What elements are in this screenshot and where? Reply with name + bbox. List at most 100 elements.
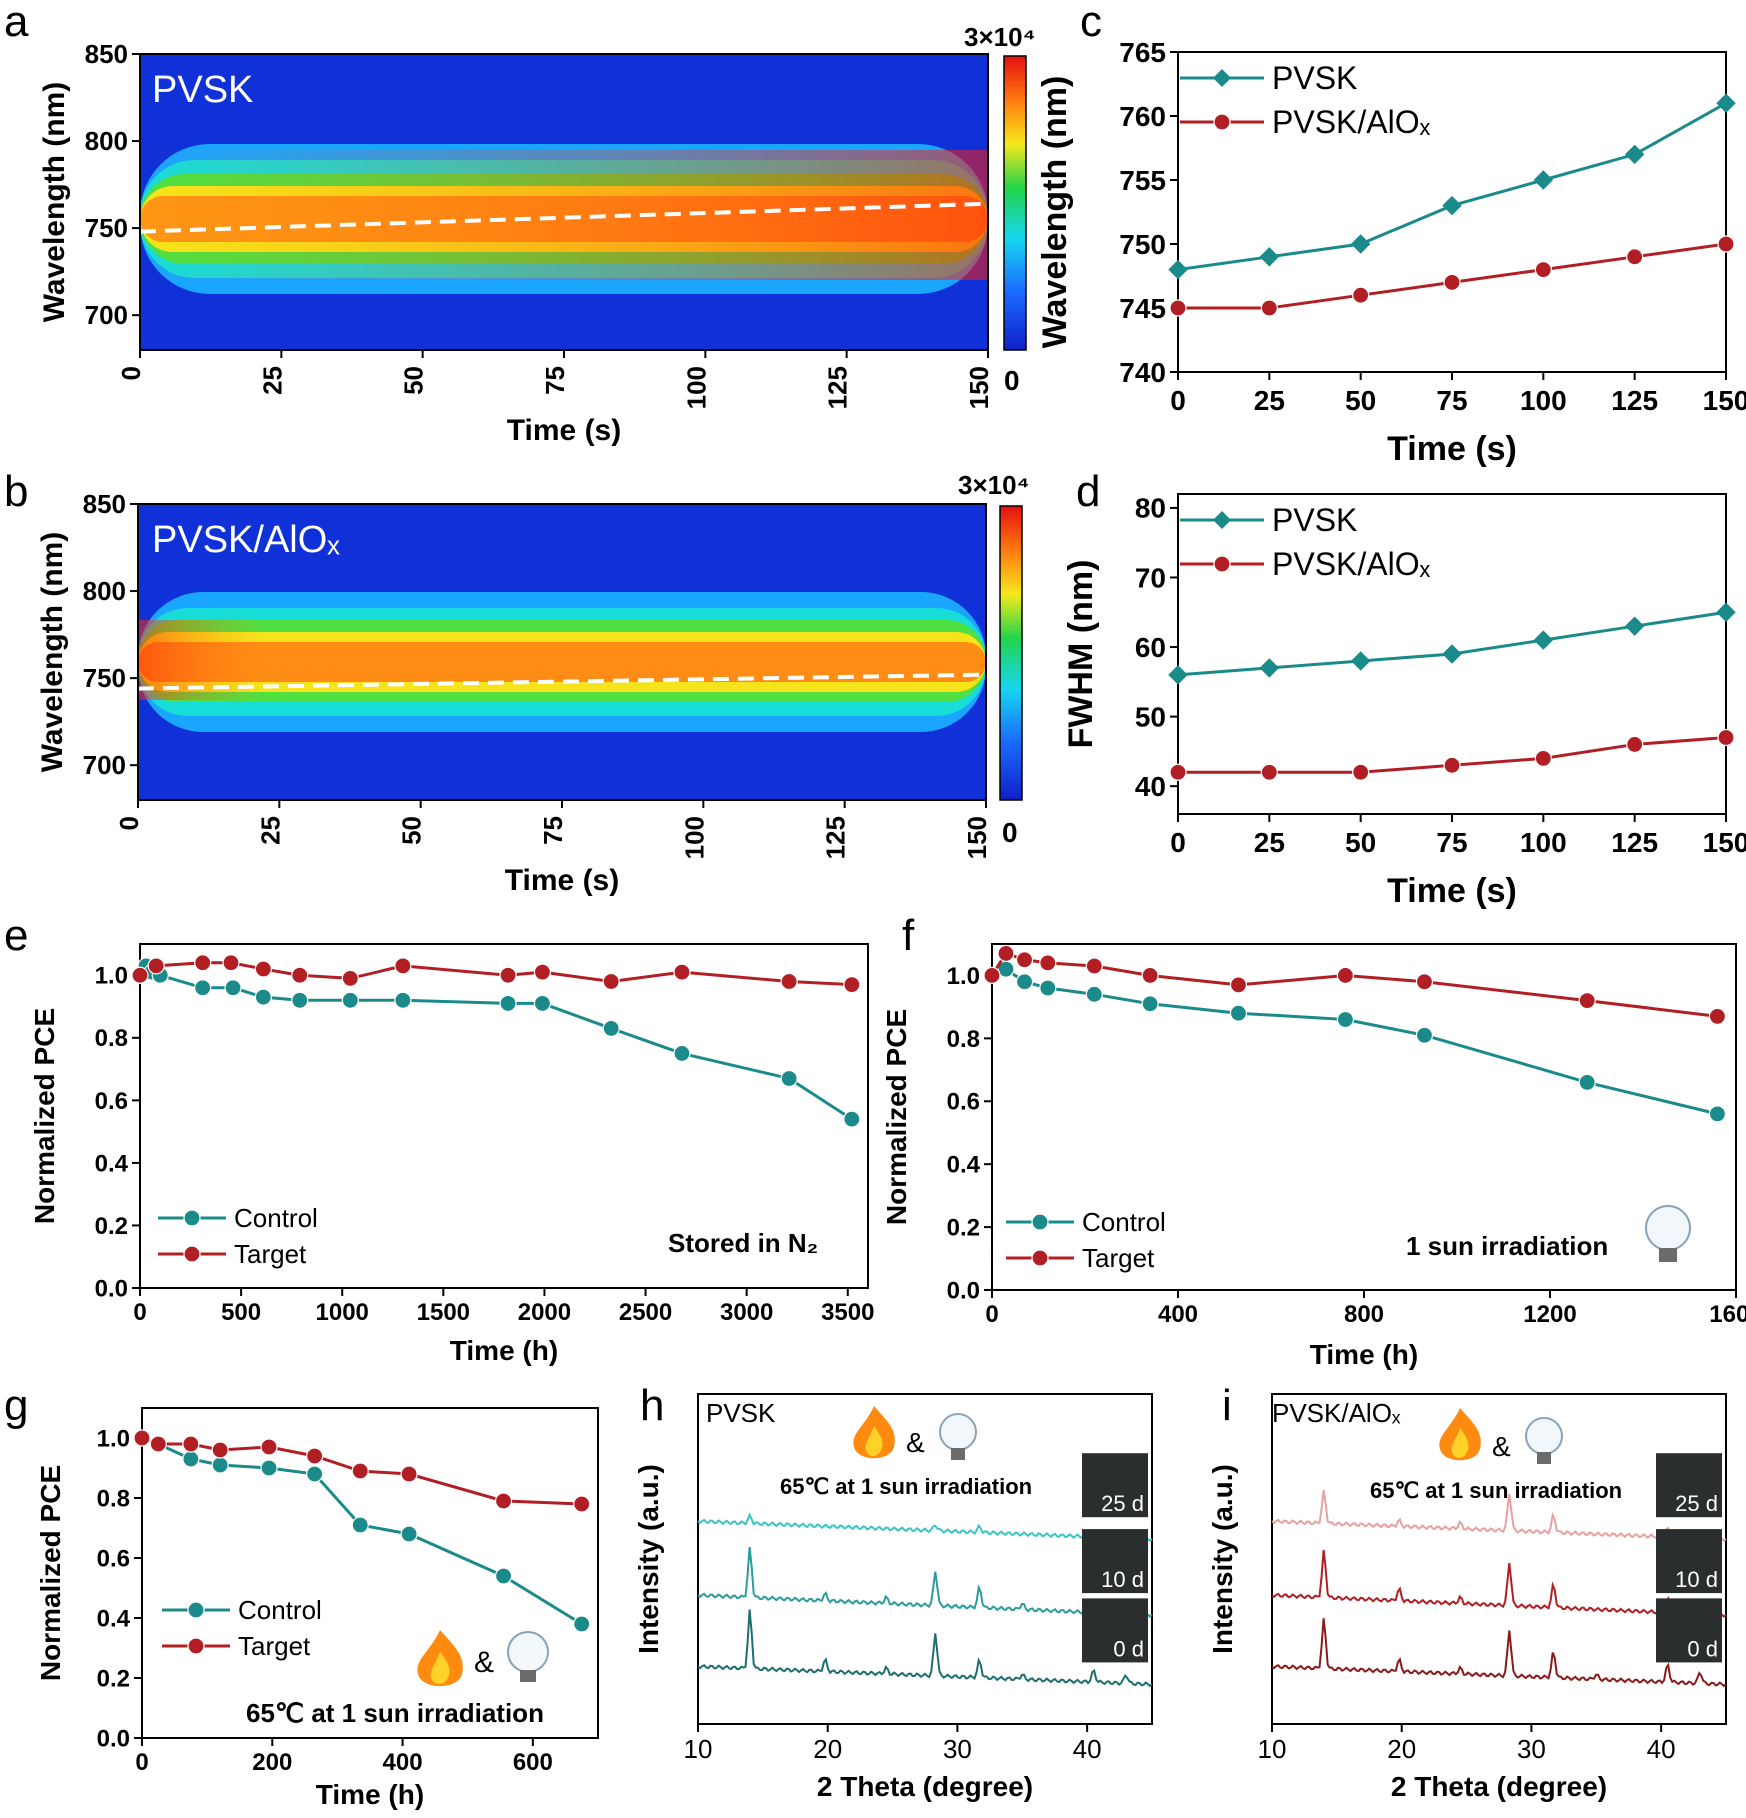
sample-photo bbox=[1082, 1529, 1148, 1594]
data-point bbox=[341, 969, 359, 988]
xrd-trace bbox=[1271, 1490, 1727, 1543]
legend-label: Control bbox=[238, 1595, 322, 1625]
xrd-trace bbox=[697, 1609, 1153, 1688]
x-tick-label: 125 bbox=[823, 366, 853, 409]
y-tick-label: 0.8 bbox=[947, 1026, 980, 1053]
x-tick-label: 1000 bbox=[316, 1299, 369, 1326]
data-point bbox=[306, 1447, 324, 1465]
panel-letters: a b c d e f g h i bbox=[4, 0, 1232, 1430]
y-tick-label: 740 bbox=[1119, 357, 1166, 388]
data-point bbox=[341, 991, 359, 1009]
y-tick-label: 0.8 bbox=[95, 1025, 128, 1052]
x-tick-label: 75 bbox=[538, 816, 568, 845]
y-tick-label: 700 bbox=[85, 300, 128, 330]
data-point bbox=[1534, 261, 1552, 279]
xrd-trace bbox=[1271, 1549, 1727, 1618]
legend-label: Control bbox=[1082, 1207, 1166, 1237]
panel-e: 0 500 1000 1500 2000 2500 3000 3500 0.0 0.2 0.4 0.6… bbox=[29, 943, 874, 1366]
xrd-trace bbox=[697, 1512, 1153, 1543]
x-axis-label: Time (s) bbox=[507, 414, 621, 447]
y-tick-label: 700 bbox=[83, 750, 126, 780]
sample-photo bbox=[1656, 1453, 1722, 1518]
y-tick-label: 0.6 bbox=[947, 1089, 980, 1116]
y-tick-label: 0.6 bbox=[95, 1088, 128, 1115]
y-tick-label: 50 bbox=[1135, 701, 1166, 732]
data-point bbox=[260, 1459, 278, 1477]
data-point bbox=[306, 1465, 324, 1483]
panel-letter-a: a bbox=[4, 0, 29, 46]
data-point bbox=[1626, 735, 1644, 754]
data-point bbox=[780, 972, 798, 991]
x-tick-label: 25 bbox=[1254, 385, 1285, 416]
data-point bbox=[1350, 234, 1371, 254]
data-point bbox=[131, 966, 149, 984]
data-point bbox=[1085, 957, 1103, 975]
colorbar-a-min-label: 0 bbox=[1004, 365, 1020, 396]
y-tick-label: 0.2 bbox=[95, 1213, 128, 1240]
data-point bbox=[211, 1441, 229, 1459]
series-line bbox=[1177, 610, 1727, 677]
data-point bbox=[573, 1495, 591, 1513]
y-axis-label: Intensity (a.u.) bbox=[633, 1464, 664, 1654]
y-tick-label: 750 bbox=[85, 213, 128, 243]
y-tick-label: 60 bbox=[1135, 632, 1166, 663]
data-point bbox=[1624, 144, 1645, 165]
y-axis-label: Wavelength (nm) bbox=[36, 532, 69, 773]
x-tick-label: 400 bbox=[1158, 1301, 1198, 1328]
data-point bbox=[1352, 286, 1370, 304]
data-point bbox=[1229, 976, 1248, 994]
x-tick-label: 10 bbox=[684, 1734, 713, 1764]
legend-marker bbox=[183, 1209, 201, 1227]
series-line bbox=[138, 963, 853, 1121]
heatmap-a-band-red bbox=[140, 150, 988, 280]
series-line bbox=[139, 961, 852, 987]
data-point bbox=[1259, 658, 1280, 678]
y-tick-label: 70 bbox=[1135, 562, 1166, 593]
y-tick-label: 80 bbox=[1135, 493, 1166, 524]
x-axis-label: Time (h) bbox=[1310, 1339, 1418, 1370]
panel-f-annotation: 1 sun irradiation bbox=[1406, 1231, 1608, 1261]
legend-marker bbox=[187, 1601, 205, 1619]
x-tick-label: 0 bbox=[1170, 385, 1186, 416]
x-tick-label: 25 bbox=[1254, 827, 1285, 858]
y-tick-label: 760 bbox=[1119, 101, 1166, 132]
data-point bbox=[1039, 954, 1057, 972]
data-point bbox=[1624, 616, 1645, 636]
plot-frame bbox=[139, 943, 869, 1289]
legend-marker bbox=[183, 1245, 201, 1263]
data-point bbox=[194, 979, 212, 997]
legend-label: PVSK/AlOₓ bbox=[1272, 104, 1431, 140]
data-point bbox=[254, 988, 272, 1006]
data-point bbox=[573, 1615, 591, 1633]
sample-photo bbox=[1656, 1529, 1722, 1594]
x-tick-label: 0 bbox=[985, 1301, 998, 1328]
data-point bbox=[1168, 259, 1188, 280]
panel-letter-b: b bbox=[4, 467, 28, 516]
x-tick-label: 0 bbox=[1170, 827, 1186, 858]
data-point bbox=[291, 966, 309, 984]
sample-photo bbox=[1082, 1598, 1148, 1663]
legend-marker bbox=[1213, 113, 1231, 131]
legend-marker bbox=[1213, 69, 1231, 87]
sample-photo-label: 25 d bbox=[1675, 1491, 1718, 1516]
sample-photo bbox=[1656, 1598, 1722, 1663]
data-point bbox=[394, 957, 412, 975]
x-tick-label: 800 bbox=[1344, 1301, 1384, 1328]
x-tick-label: 30 bbox=[1517, 1734, 1546, 1764]
sample-photo-label: 25 d bbox=[1101, 1491, 1144, 1516]
data-point bbox=[780, 1069, 798, 1088]
data-point bbox=[1442, 195, 1462, 216]
sample-photo-label: 0 d bbox=[1687, 1636, 1718, 1661]
sample-photo-label: 10 d bbox=[1101, 1567, 1144, 1592]
data-point bbox=[1716, 602, 1736, 622]
panel-h-inset-label: PVSK bbox=[706, 1398, 776, 1428]
y-axis-label: Normalized PCE bbox=[29, 1008, 60, 1224]
x-tick-label: 50 bbox=[1345, 827, 1376, 858]
y-tick-label: 0.4 bbox=[97, 1605, 131, 1632]
data-point bbox=[1350, 651, 1371, 671]
x-tick-label: 20 bbox=[813, 1734, 842, 1764]
y-tick-label: 0.6 bbox=[97, 1545, 130, 1572]
series-line bbox=[1177, 101, 1727, 272]
x-tick-label: 50 bbox=[397, 816, 427, 845]
data-point bbox=[149, 1435, 167, 1453]
